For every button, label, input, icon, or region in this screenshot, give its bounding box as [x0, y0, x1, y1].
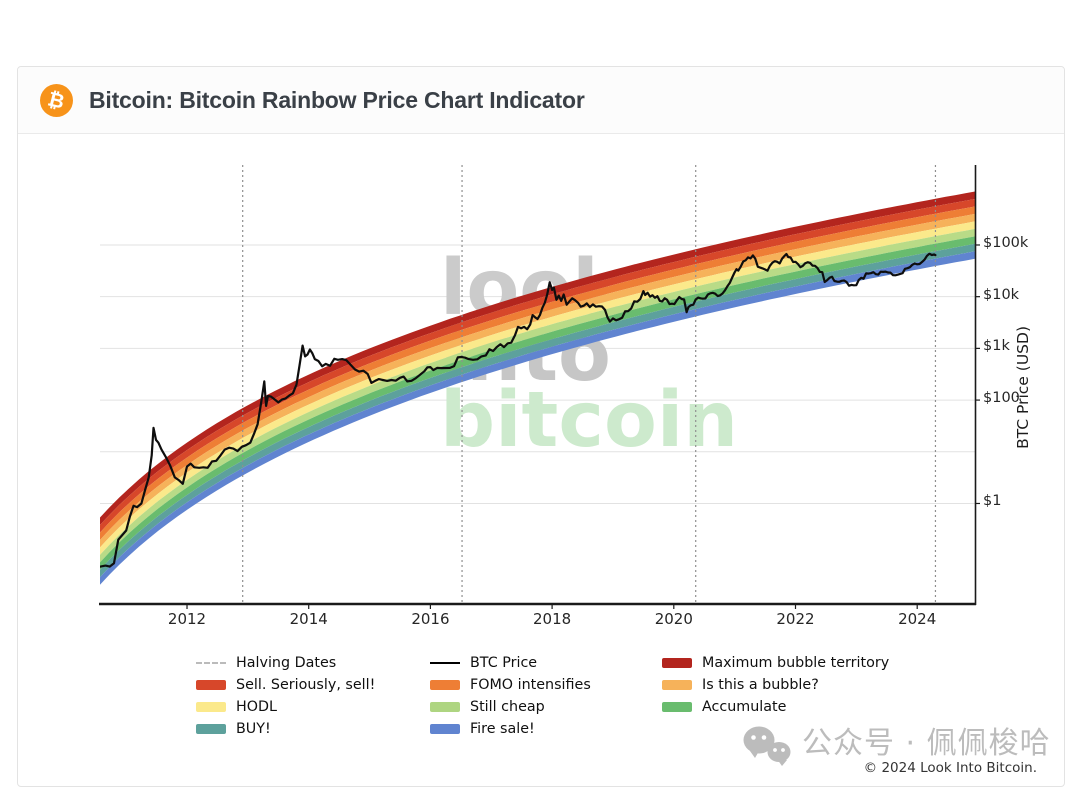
wechat-icon	[743, 726, 791, 766]
legend-item-label: Maximum bubble territory	[702, 655, 890, 671]
legend-item: Sell. Seriously, sell!	[196, 677, 375, 693]
legend-color-swatch	[430, 702, 460, 712]
legend-line-swatch	[430, 662, 460, 664]
legend-color-swatch	[430, 724, 460, 734]
wechat-watermark-text: 公众号 · 佩佩梭哈	[802, 726, 1051, 761]
x-axis-tick-label: 2018	[533, 610, 572, 628]
y-axis-title: BTC Price (USD)	[1014, 326, 1032, 449]
y-axis-tick-label: $1k	[983, 338, 1010, 355]
legend-item: HODL	[196, 699, 375, 715]
x-axis-tick-label: 2020	[654, 610, 693, 628]
legend-item-label: Fire sale!	[470, 721, 535, 737]
legend-color-swatch	[662, 702, 692, 712]
legend-item-label: FOMO intensifies	[470, 677, 591, 693]
legend-color-swatch	[196, 724, 226, 734]
card-header: ₿ Bitcoin: Bitcoin Rainbow Price Chart I…	[18, 67, 1064, 134]
legend-item-label: Is this a bubble?	[702, 677, 819, 693]
legend-item: Accumulate	[662, 699, 889, 715]
y-axis-tick-label: $100	[983, 390, 1020, 407]
legend-column: BTC Price FOMO intensifies Still cheap Fire…	[430, 655, 591, 743]
x-axis-tick-label: 2024	[898, 610, 937, 628]
legend-color-swatch	[430, 680, 460, 690]
y-axis-tick-label: $1	[983, 493, 1002, 510]
bitcoin-logo-icon: ₿	[40, 83, 73, 117]
x-axis-tick-label: 2014	[289, 610, 328, 628]
legend-item-label: BTC Price	[470, 655, 538, 671]
legend-color-swatch	[196, 680, 226, 690]
copyright-text: © 2024 Look Into Bitcoin.	[863, 760, 1037, 776]
page-title: Bitcoin: Bitcoin Rainbow Price Chart Ind…	[89, 86, 585, 113]
legend-column: Halving Dates Sell. Seriously, sell! HODL B…	[196, 655, 375, 743]
legend-item-label: Sell. Seriously, sell!	[236, 677, 376, 693]
legend-item-label: BUY!	[236, 721, 271, 737]
y-axis-tick-label: $10k	[983, 286, 1020, 303]
legend-item: BTC Price	[430, 655, 591, 671]
legend-column: Maximum bubble territory Is this a bubble…	[662, 655, 889, 721]
legend-item-label: Halving Dates	[236, 655, 337, 671]
legend-color-swatch	[662, 680, 692, 690]
chart-card: ₿ Bitcoin: Bitcoin Rainbow Price Chart I…	[17, 66, 1065, 787]
legend-item: BUY!	[196, 721, 375, 737]
legend-item: Halving Dates	[196, 655, 375, 671]
legend-item: FOMO intensifies	[430, 677, 591, 693]
x-axis-tick-label: 2016	[411, 610, 450, 628]
legend-item: Maximum bubble territory	[662, 655, 889, 671]
legend-color-swatch	[662, 658, 692, 668]
legend-item: Still cheap	[430, 699, 591, 715]
legend-item: Fire sale!	[430, 721, 591, 737]
y-axis-tick-label: $100k	[983, 234, 1029, 251]
legend-color-swatch	[196, 702, 226, 712]
wechat-watermark: 公众号 · 佩佩梭哈	[742, 724, 1051, 770]
x-axis-tick-label: 2012	[167, 610, 207, 628]
x-axis-tick-label: 2022	[776, 610, 815, 628]
legend-item-label: Accumulate	[702, 699, 787, 715]
rainbow-band-accumulate	[100, 236, 975, 570]
legend-item-label: HODL	[236, 699, 277, 715]
btc-price-line	[100, 252, 937, 568]
legend-item: Is this a bubble?	[662, 677, 889, 693]
legend-item-label: Still cheap	[470, 699, 545, 715]
legend-dashed-line-swatch	[196, 662, 226, 664]
watermark-line-bitcoin: bitcoin	[440, 376, 739, 465]
